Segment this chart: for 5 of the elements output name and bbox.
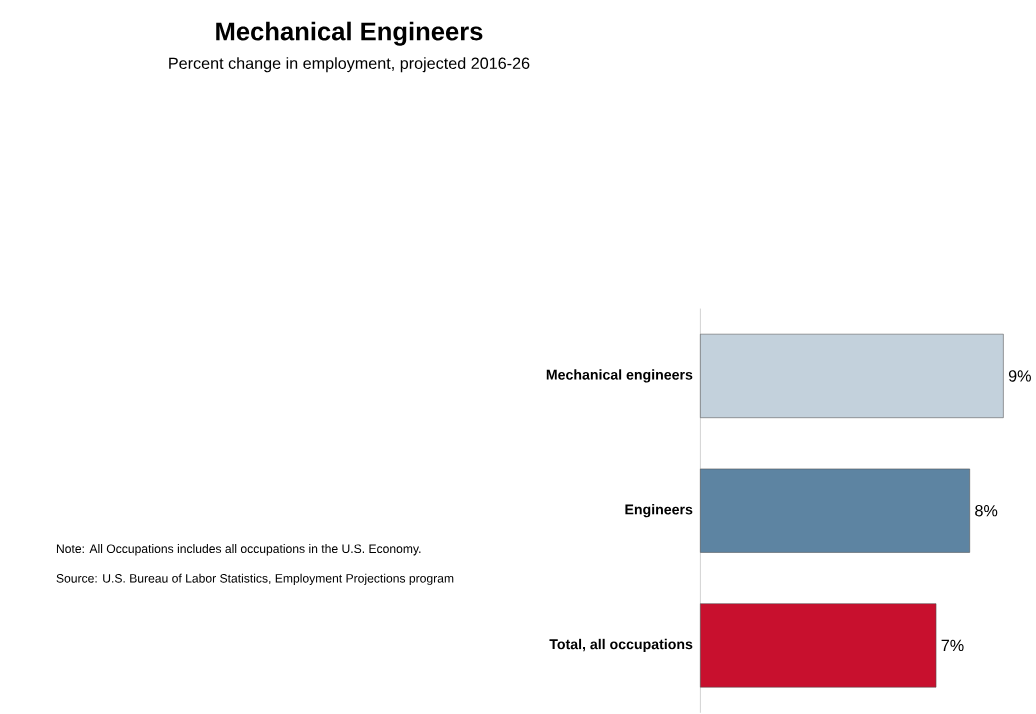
data-label: 9% — [1008, 370, 1031, 383]
text: Percent change in employment, projected 2016-26 — [169, 57, 530, 73]
data-label: 7% — [941, 640, 964, 652]
data-label: 8% — [975, 505, 998, 517]
text: Mechanical Engineers — [216, 22, 483, 47]
